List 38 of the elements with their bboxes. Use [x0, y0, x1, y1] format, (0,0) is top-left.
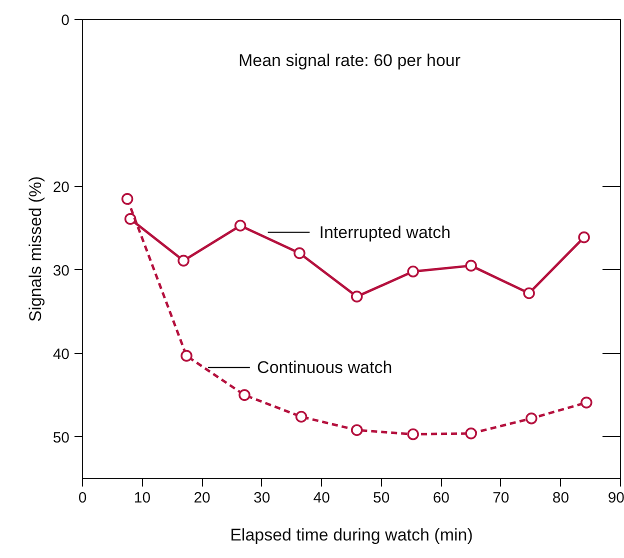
x-tick-label: 40 [313, 490, 330, 506]
point [180, 350, 192, 362]
y-tick-label: 40 [52, 346, 70, 363]
point [178, 254, 190, 267]
annotation: Mean signal rate: 60 per hour [238, 51, 461, 70]
y-tick-label: 50 [52, 429, 70, 446]
x-tick-label: 70 [492, 490, 510, 506]
point [294, 247, 306, 260]
y-tick-label: 0 [61, 12, 70, 29]
x-tick-label: 80 [552, 490, 570, 506]
y-axis-title: Signals missed (%) [26, 176, 45, 322]
x-tick-label: 10 [134, 490, 151, 506]
point [121, 193, 134, 205]
point [295, 410, 308, 423]
point [350, 290, 363, 302]
point [234, 220, 246, 232]
point [523, 287, 535, 300]
x-tick-label: 50 [373, 490, 390, 506]
point [465, 260, 477, 272]
point [580, 396, 592, 408]
point [238, 389, 250, 401]
x-tick-label: 30 [253, 490, 270, 506]
x-axis-title: Elapsed time during watch (min) [230, 526, 473, 544]
point [407, 266, 419, 278]
point [407, 428, 419, 440]
x-tick-label: 90 [608, 490, 624, 506]
point [578, 231, 590, 244]
x-tick-label: 20 [194, 490, 210, 506]
point [124, 213, 136, 225]
y-tick-label: 20 [52, 178, 70, 196]
series-label: Interrupted watch [319, 222, 451, 242]
x-tick-label: 0 [78, 490, 87, 506]
point [526, 412, 538, 424]
y-tick-label: 30 [52, 262, 70, 280]
point [350, 424, 363, 436]
series-label: Continuous watch [257, 358, 392, 378]
point [465, 428, 477, 440]
x-tick-label: 60 [432, 490, 450, 506]
